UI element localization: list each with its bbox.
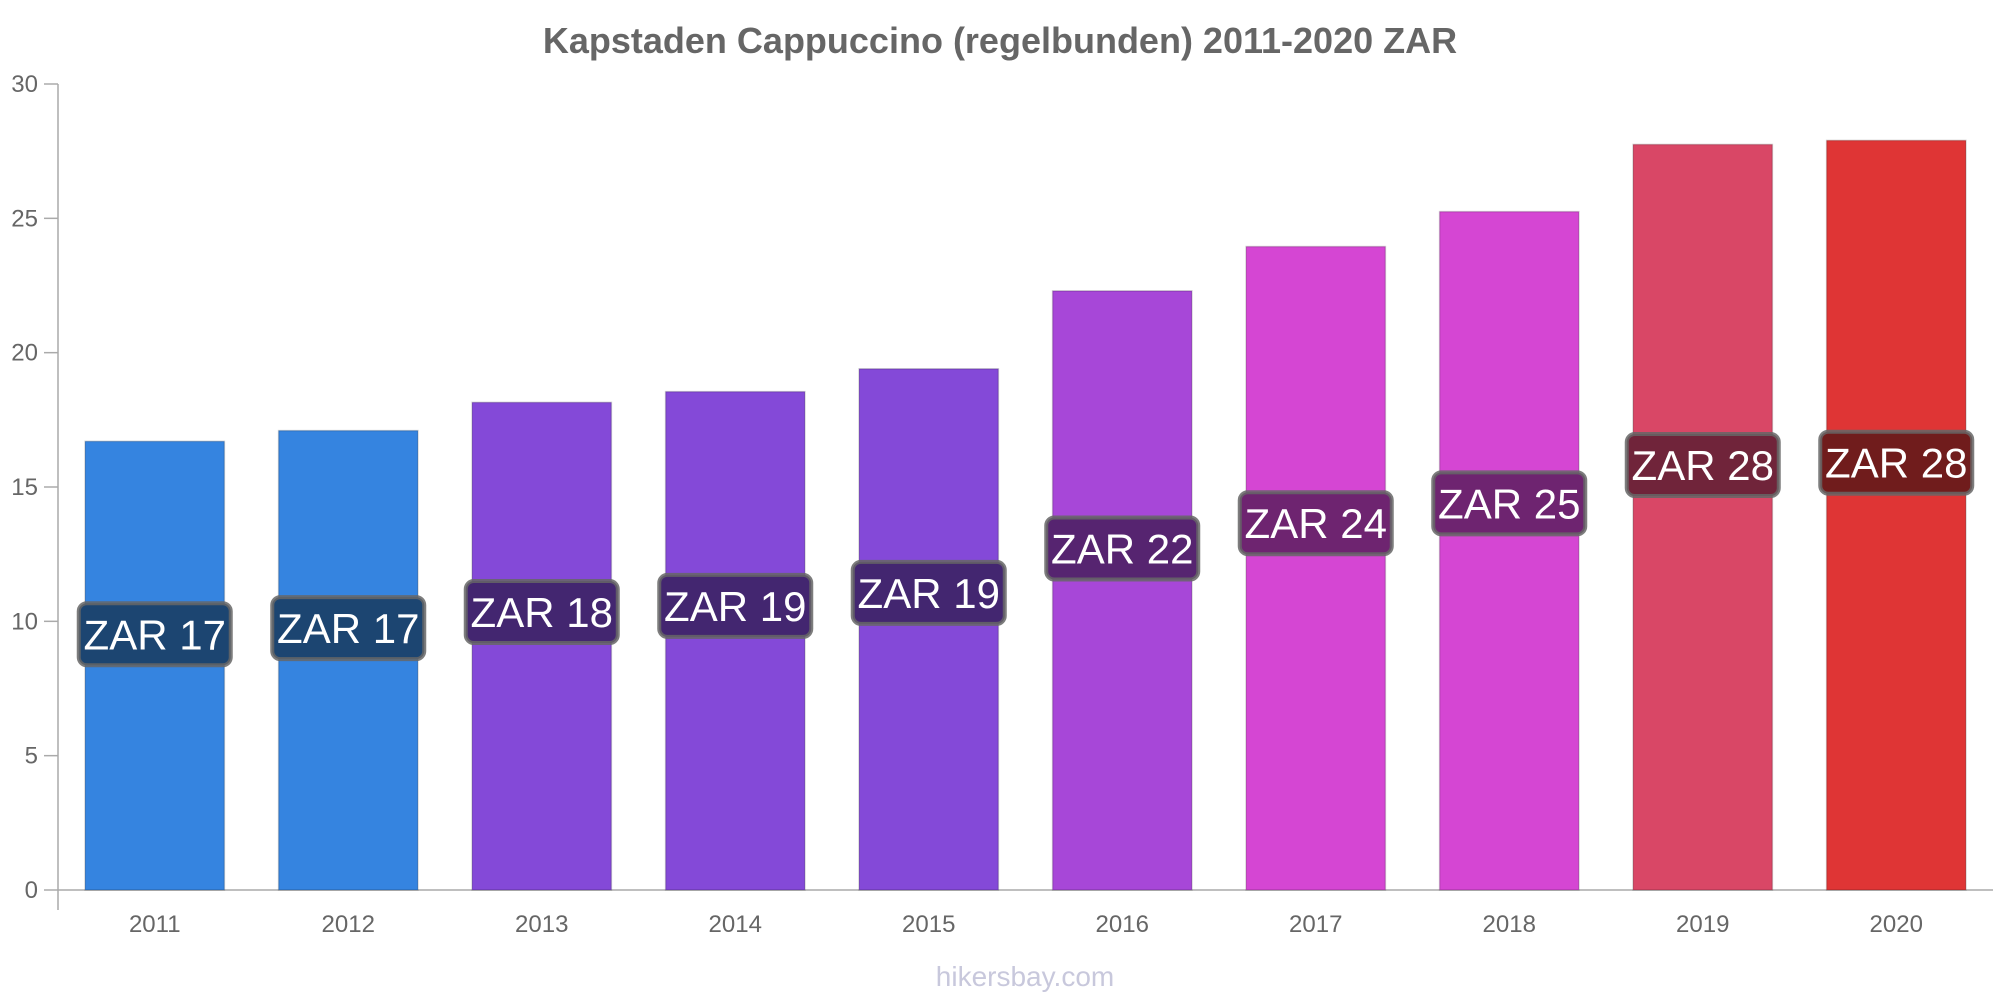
y-tick-label: 10: [11, 608, 38, 635]
y-tick-label: 0: [25, 877, 38, 904]
bar-2013: [471, 401, 613, 891]
data-label-2016: ZAR 22: [1051, 525, 1193, 572]
data-label-2020: ZAR 28: [1825, 440, 1967, 487]
bar-2014: [664, 390, 806, 891]
bars: [84, 139, 1967, 891]
bar-2018: [1438, 210, 1580, 891]
chart-title: Kapstaden Cappuccino (regelbunden) 2011-…: [543, 20, 1457, 61]
data-labels: ZAR 17 ZAR 17 ZAR 18 ZAR 19 ZAR 19 ZAR 22 ZAR …: [76, 429, 1975, 668]
data-label-box: [1044, 515, 1201, 582]
data-label-box: [76, 601, 233, 668]
x-tick-label: 2015: [902, 911, 955, 938]
bar-2019: [1632, 143, 1774, 891]
data-label-2018: ZAR 25: [1438, 480, 1580, 527]
watermark: hikersbay.com: [936, 961, 1114, 992]
data-label-2013: ZAR 18: [471, 589, 613, 636]
data-label-box: [270, 595, 427, 662]
data-label-2019: ZAR 28: [1632, 442, 1774, 489]
x-tick-label: 2014: [709, 911, 762, 938]
data-label-2014: ZAR 19: [664, 583, 806, 630]
x-axis: 2011 2012 2013 2014 2015 2016 2017 2018 2019 2020: [58, 889, 1993, 938]
x-tick-label: 2011: [129, 911, 181, 938]
data-label-box: [850, 559, 1007, 626]
data-label-2017: ZAR 24: [1245, 500, 1387, 547]
bar-2016: [1051, 290, 1193, 891]
x-tick-label: 2016: [1096, 911, 1149, 938]
data-label-box: [657, 572, 814, 639]
y-tick-label: 5: [25, 743, 38, 770]
bar-2015: [858, 368, 1000, 891]
data-label-box: [1818, 429, 1975, 496]
data-label-box: [1431, 470, 1588, 537]
x-tick-label: 2012: [322, 911, 375, 938]
bar-2020: [1825, 139, 1967, 891]
x-tick-label: 2018: [1483, 911, 1536, 938]
y-axis: 0 5 10 15 20 25 30: [11, 71, 59, 910]
x-tick-label: 2020: [1870, 911, 1923, 938]
y-tick-label: 30: [11, 71, 38, 98]
bar-2017: [1245, 245, 1387, 891]
data-label-2015: ZAR 19: [858, 570, 1000, 617]
y-tick-label: 15: [11, 474, 38, 501]
y-tick-label: 20: [11, 340, 38, 367]
data-label-2011: ZAR 17: [84, 611, 226, 658]
x-tick-label: 2013: [515, 911, 568, 938]
data-label-box: [463, 579, 620, 646]
x-tick-label: 2019: [1676, 911, 1729, 938]
x-tick-label: 2017: [1289, 911, 1342, 938]
y-tick-label: 25: [11, 205, 38, 232]
data-label-box: [1237, 490, 1394, 557]
data-label-box: [1624, 432, 1781, 499]
data-label-2012: ZAR 17: [277, 605, 419, 652]
